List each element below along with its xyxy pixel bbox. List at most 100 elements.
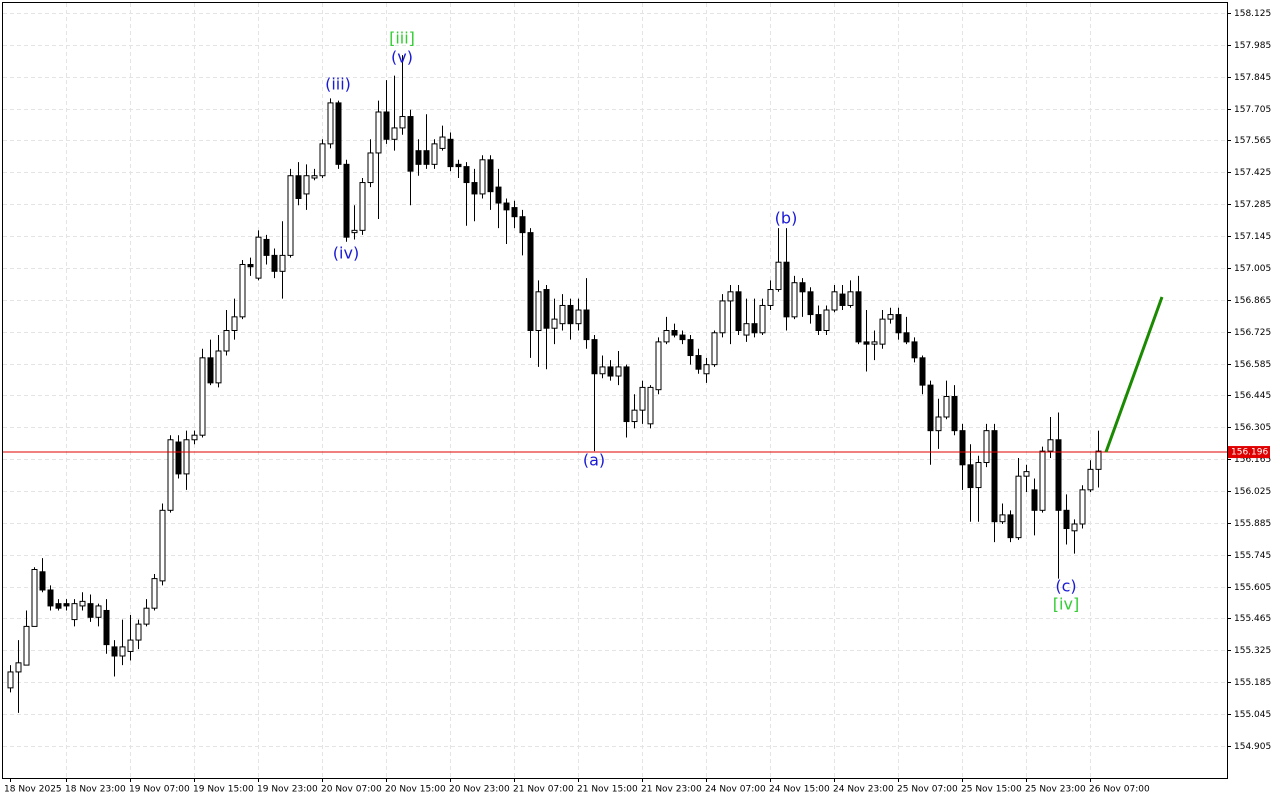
y-tick-label: 157.285 — [1234, 200, 1271, 210]
candle-body — [1023, 471, 1030, 477]
candle-body — [991, 430, 998, 523]
y-tick-label: 157.845 — [1234, 73, 1271, 83]
x-tick-label: 26 Nov 07:00 — [1089, 785, 1150, 795]
candle-body — [135, 623, 142, 641]
candle-body — [71, 603, 78, 621]
x-tick-label: 24 Nov 23:00 — [833, 785, 894, 795]
overlay: 158.125 157.985 157.845 157.705 157.565 157.4… — [3, 9, 1271, 795]
x-tick-label: 18 Nov 23:00 — [65, 785, 126, 795]
candle-body — [743, 323, 750, 336]
candle-body — [535, 291, 542, 332]
candle-body — [783, 261, 790, 318]
candle-body — [335, 102, 342, 165]
y-tick-label: 157.005 — [1234, 264, 1271, 274]
candle-body — [95, 605, 102, 618]
candle-body — [47, 589, 54, 607]
wave-label: (iii) — [325, 75, 351, 94]
y-tick-label: 155.745 — [1234, 551, 1271, 561]
grid — [3, 3, 1227, 778]
x-tick-label: 20 Nov 07:00 — [321, 785, 382, 795]
wave-label: (b) — [775, 209, 798, 228]
candle-body — [359, 182, 366, 231]
price-tag-label: 156.196 — [1231, 448, 1268, 458]
y-tick-label: 157.425 — [1234, 168, 1271, 178]
candle-body — [647, 386, 654, 425]
candle-body — [1071, 523, 1078, 532]
candle-body — [391, 127, 398, 140]
candle-body — [1007, 514, 1014, 539]
y-tick-label: 156.025 — [1234, 487, 1271, 497]
candle-body — [175, 441, 182, 475]
y-tick-label: 157.705 — [1234, 105, 1271, 115]
candle-body — [599, 366, 606, 375]
candles — [7, 55, 1102, 713]
x-tick-label: 19 Nov 23:00 — [257, 785, 318, 795]
candle-body — [551, 318, 558, 329]
candle-body — [319, 143, 326, 177]
candle-body — [367, 152, 374, 184]
y-tick-label: 155.325 — [1234, 646, 1271, 656]
y-tick-label: 155.185 — [1234, 678, 1271, 688]
candle-body — [879, 318, 886, 345]
candle-body — [815, 314, 822, 332]
candle-body — [151, 578, 158, 609]
candle-body — [1063, 509, 1070, 530]
candle-body — [423, 150, 430, 165]
candle-body — [191, 434, 198, 441]
x-tick-label: 18 Nov 2025 — [4, 785, 62, 795]
y-tick-label: 156.725 — [1234, 328, 1271, 338]
candle-body — [1087, 468, 1094, 491]
candle-body — [543, 289, 550, 329]
wave-label: (iv) — [333, 244, 359, 263]
candle-body — [847, 291, 854, 306]
candle-body — [415, 150, 422, 165]
candle-body — [1095, 450, 1102, 470]
candle-body — [487, 159, 494, 193]
candle-body — [471, 182, 478, 195]
candle-body — [127, 639, 134, 652]
x-tick-label: 20 Nov 15:00 — [385, 785, 446, 795]
candle-body — [215, 350, 222, 384]
candle-body — [671, 330, 678, 336]
candle-body — [623, 366, 630, 423]
candle-body — [559, 304, 566, 325]
x-tick-label: 20 Nov 23:00 — [449, 785, 510, 795]
x-tick-label: 24 Nov 15:00 — [769, 785, 830, 795]
candle-body — [767, 289, 774, 306]
candle-body — [439, 136, 446, 149]
candle-body — [887, 314, 894, 320]
candle-body — [1079, 489, 1086, 525]
candle-body — [583, 309, 590, 341]
candle-body — [1039, 450, 1046, 511]
candle-body — [1047, 439, 1054, 452]
candle-body — [39, 571, 46, 591]
candle-body — [247, 263, 254, 268]
y-tick-label: 156.445 — [1234, 391, 1271, 401]
candle-body — [983, 430, 990, 464]
price-tag — [1228, 446, 1270, 459]
y-tick-label: 156.585 — [1234, 360, 1271, 370]
candle-body — [343, 163, 350, 238]
candle-body — [55, 603, 62, 609]
candle-body — [927, 384, 934, 432]
candle-body — [263, 238, 270, 256]
candle-body — [255, 236, 262, 279]
candle-body — [431, 143, 438, 165]
x-tick-label: 21 Nov 23:00 — [641, 785, 702, 795]
y-tick-label: 157.145 — [1234, 232, 1271, 242]
candle-body — [999, 514, 1006, 523]
y-tick-label: 157.985 — [1234, 41, 1271, 51]
y-tick-label: 156.865 — [1234, 296, 1271, 306]
candle-body — [855, 291, 862, 343]
candle-body — [911, 341, 918, 359]
candle-body — [959, 430, 966, 466]
y-tick-label: 156.165 — [1234, 455, 1271, 465]
x-tick-label: 25 Nov 15:00 — [961, 785, 1022, 795]
candle-body — [23, 625, 30, 666]
wave-label: (a) — [583, 451, 605, 470]
candle-body — [63, 603, 70, 607]
x-tick-label: 19 Nov 15:00 — [193, 785, 254, 795]
x-tick-label: 25 Nov 07:00 — [897, 785, 958, 795]
wave-label: [iv] — [1053, 595, 1079, 614]
candle-body — [735, 291, 742, 332]
